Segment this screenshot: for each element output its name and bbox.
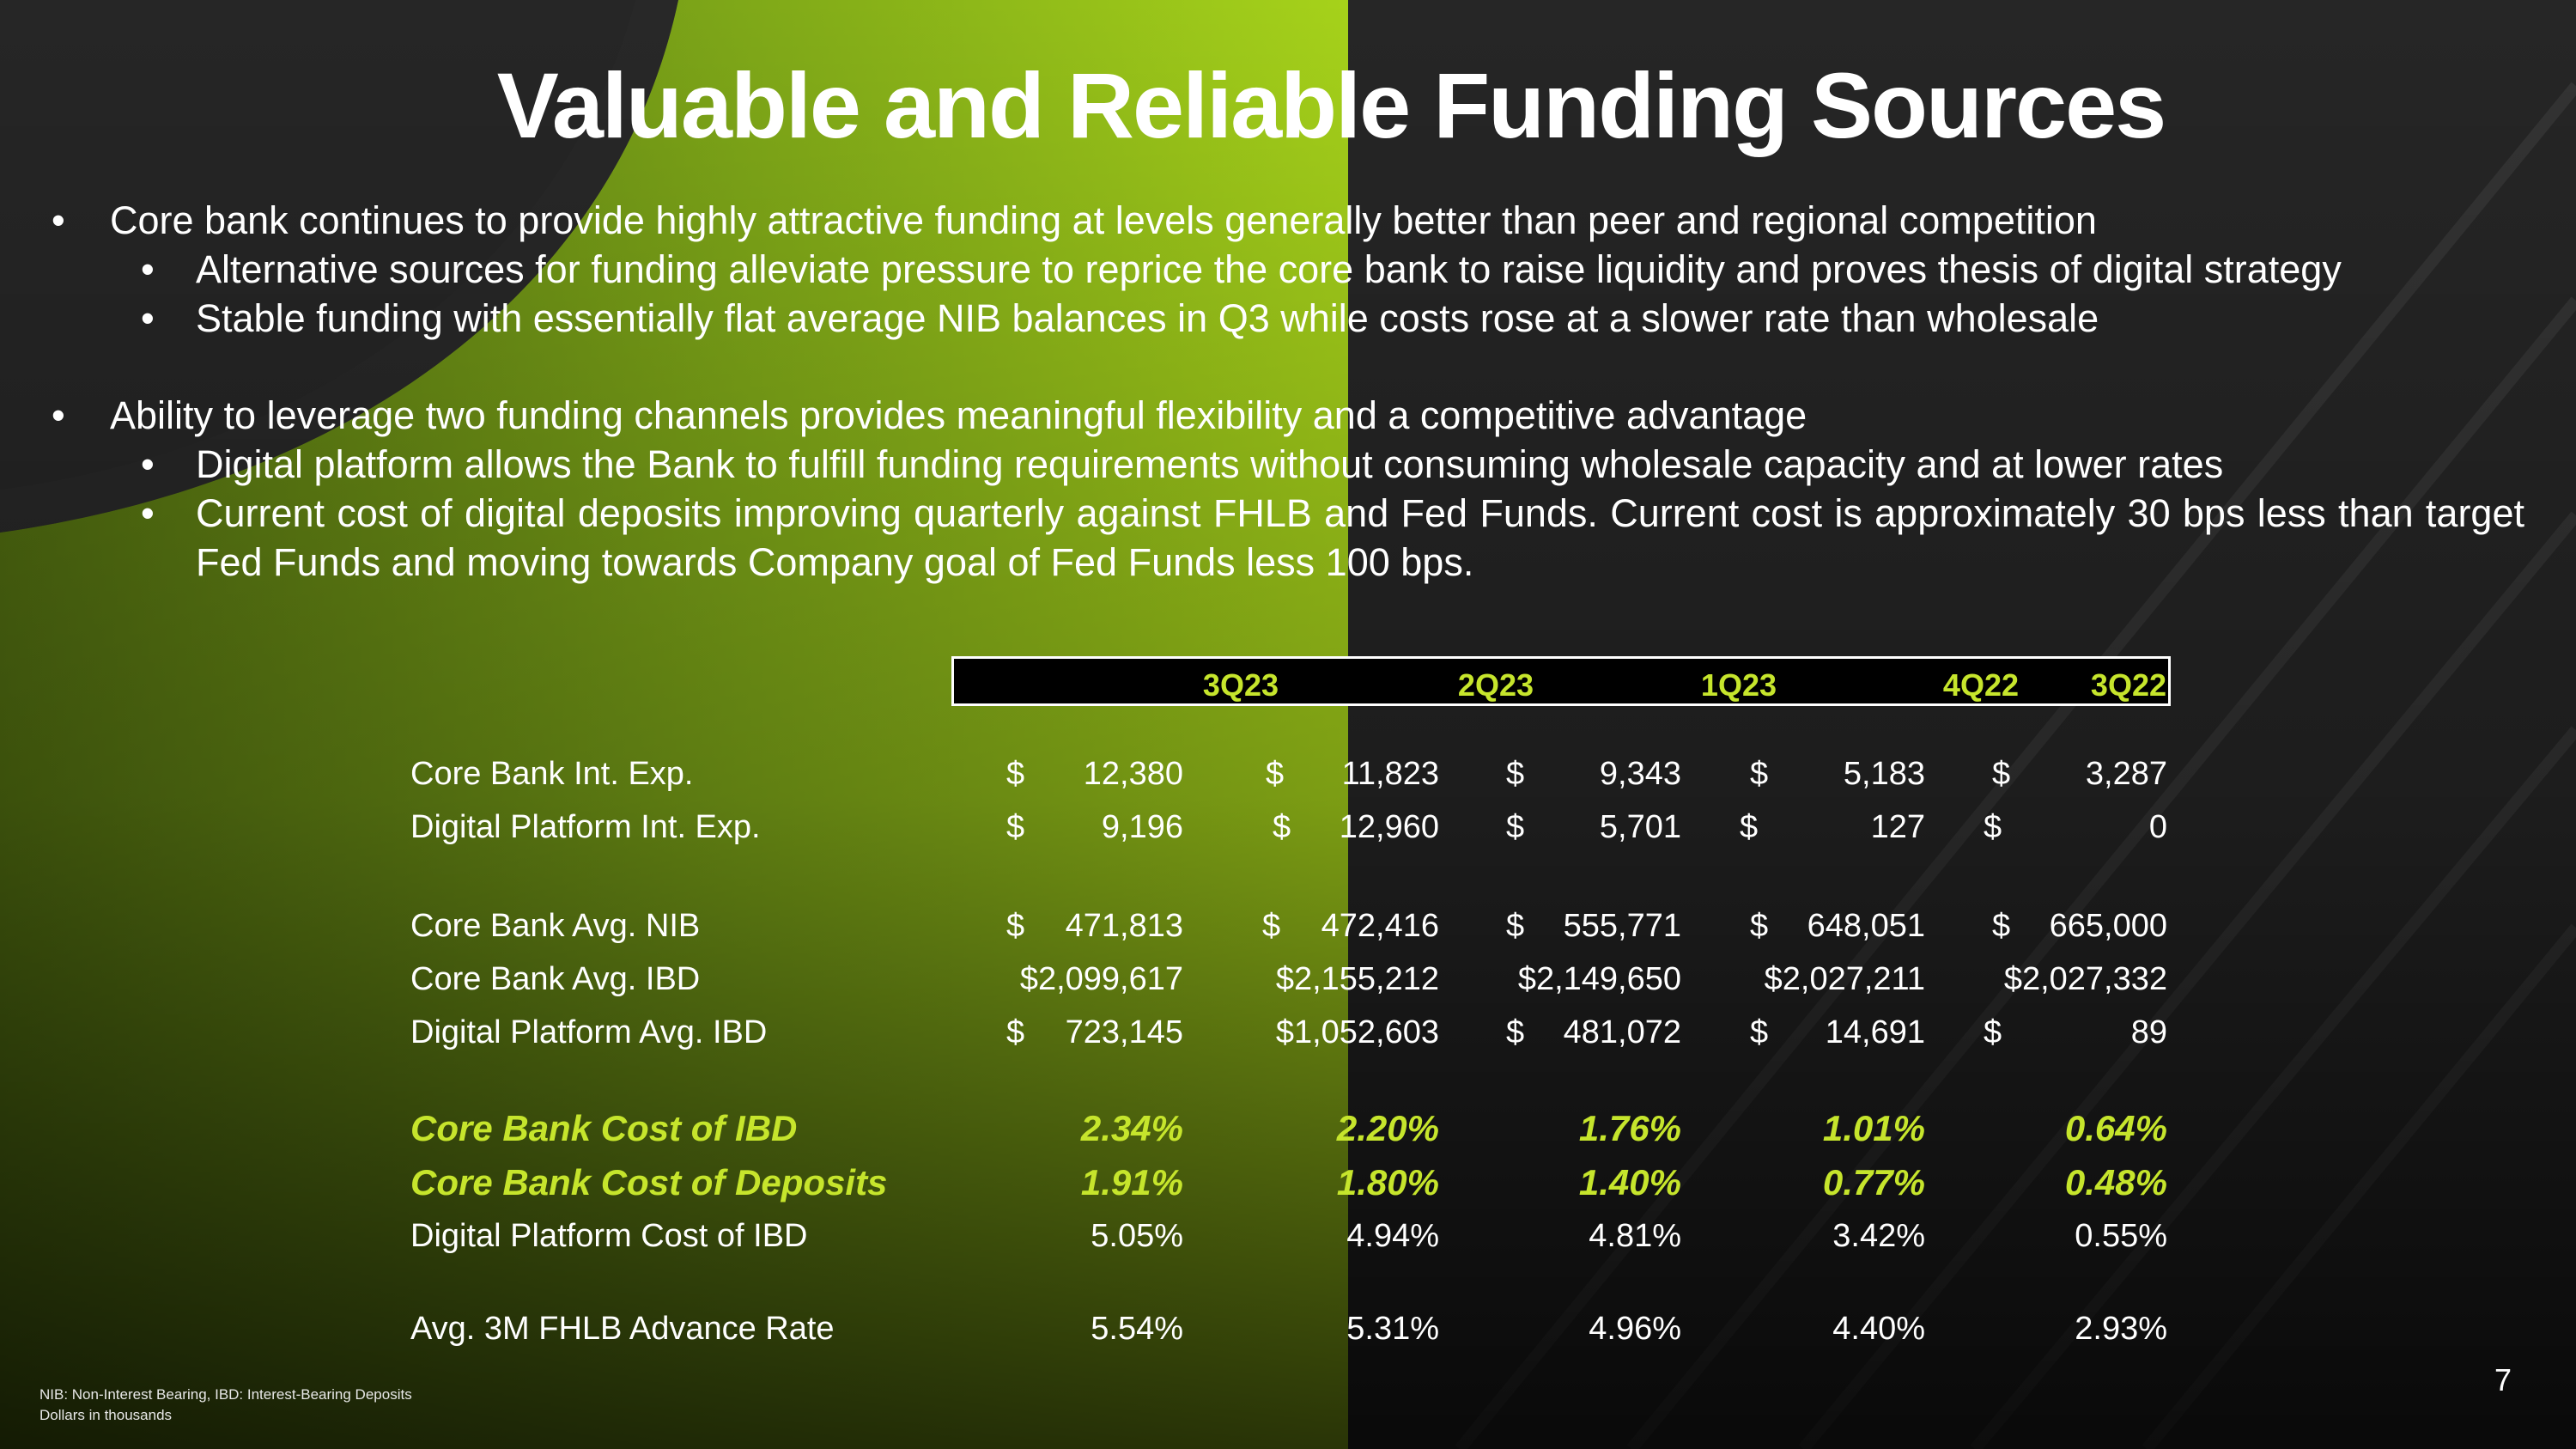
currency-symbol: $ xyxy=(1006,908,1025,944)
row-label: Digital Platform Cost of IBD xyxy=(410,1218,808,1254)
cell-value: $2,155,212 xyxy=(1275,961,1439,997)
cell-value: 648,051 xyxy=(1807,908,1925,944)
row-label: Core Bank Cost of IBD xyxy=(410,1108,798,1148)
currency-symbol: $ xyxy=(1262,908,1281,944)
cell-value: 665,000 xyxy=(2049,908,2167,944)
currency-symbol: $ xyxy=(1992,908,2011,944)
cell-value: $2,027,211 xyxy=(1764,961,1925,997)
slide-title: Valuable and Reliable Funding Sources xyxy=(496,53,2166,157)
cell-value: 4.81% xyxy=(1589,1218,1681,1254)
column-header: 1Q23 xyxy=(1700,667,1777,703)
cell-value: 12,960 xyxy=(1339,809,1439,845)
footnote-units: Dollars in thousands xyxy=(39,1407,173,1423)
currency-symbol: $ xyxy=(1006,1014,1025,1050)
currency-symbol: $ xyxy=(1984,809,2002,845)
cell-value: 2.93% xyxy=(2075,1311,2167,1347)
row-label: Core Bank Avg. IBD xyxy=(410,961,701,997)
column-header: 3Q22 xyxy=(2090,667,2166,703)
table-header-bar: 3Q23 2Q23 1Q23 4Q22 3Q22 xyxy=(951,656,2171,706)
cell-value: 555,771 xyxy=(1563,908,1681,944)
currency-symbol: $ xyxy=(1750,756,1769,792)
cell-value: 2.34% xyxy=(1080,1108,1183,1148)
currency-symbol: $ xyxy=(1266,756,1285,792)
cell-value: 0 xyxy=(2148,809,2167,845)
currency-symbol: $ xyxy=(1506,908,1525,944)
cell-value: 4.40% xyxy=(1832,1311,1925,1347)
cell-value: 723,145 xyxy=(1065,1014,1183,1050)
currency-symbol: $ xyxy=(1984,1014,2002,1050)
cell-value: 3,287 xyxy=(2085,756,2167,792)
cell-value: 1.91% xyxy=(1080,1162,1183,1202)
cell-value: $1,052,603 xyxy=(1275,1014,1439,1050)
cell-value: 89 xyxy=(2130,1014,2167,1050)
cell-value: 4.94% xyxy=(1346,1218,1439,1254)
currency-symbol: $ xyxy=(1506,1014,1525,1050)
cell-value: 12,380 xyxy=(1083,756,1183,792)
cell-value: 2.20% xyxy=(1336,1108,1439,1148)
cell-value: 1.01% xyxy=(1822,1108,1925,1148)
row-label: Core Bank Int. Exp. xyxy=(410,756,694,792)
bullet-core-bank: Core bank continues to provide highly at… xyxy=(52,196,2524,245)
currency-symbol: $ xyxy=(1750,908,1769,944)
page-number: 7 xyxy=(2494,1362,2512,1397)
cell-value: 472,416 xyxy=(1321,908,1439,944)
cell-value: 471,813 xyxy=(1065,908,1183,944)
currency-symbol: $ xyxy=(1006,809,1025,845)
column-header: 3Q23 xyxy=(1202,667,1279,703)
currency-symbol: $ xyxy=(1750,1014,1769,1050)
currency-symbol: $ xyxy=(1506,756,1525,792)
sub-bullet-digital-platform: Digital platform allows the Bank to fulf… xyxy=(52,440,2524,489)
cell-value: 5.54% xyxy=(1091,1311,1183,1347)
cell-value: 11,823 xyxy=(1341,756,1439,792)
footnotes: NIB: Non-Interest Bearing, IBD: Interest… xyxy=(39,1385,412,1426)
cell-value: 481,072 xyxy=(1563,1014,1681,1050)
row-label: Digital Platform Avg. IBD xyxy=(410,1014,768,1050)
footnote-abbreviations: NIB: Non-Interest Bearing, IBD: Interest… xyxy=(39,1386,412,1403)
column-header: 2Q23 xyxy=(1457,667,1534,703)
bullet-two-channels: Ability to leverage two funding channels… xyxy=(52,391,2524,440)
currency-symbol: $ xyxy=(1273,809,1291,845)
currency-symbol: $ xyxy=(1992,756,2011,792)
cell-value: 0.48% xyxy=(2064,1162,2167,1202)
cell-value: 9,343 xyxy=(1599,756,1681,792)
row-label: Avg. 3M FHLB Advance Rate xyxy=(410,1311,835,1347)
currency-symbol: $ xyxy=(1740,809,1759,845)
sub-bullet-current-cost: Current cost of digital deposits improvi… xyxy=(52,489,2524,587)
bullet-list: Core bank continues to provide highly at… xyxy=(52,196,2524,587)
cell-value: 0.55% xyxy=(2075,1218,2167,1254)
cell-value: 0.77% xyxy=(1822,1162,1925,1202)
cell-value: 9,196 xyxy=(1101,809,1183,845)
cell-value: 14,691 xyxy=(1825,1014,1925,1050)
row-label: Digital Platform Int. Exp. xyxy=(410,809,761,845)
cell-value: 127 xyxy=(1870,809,1925,845)
currency-symbol: $ xyxy=(1506,809,1525,845)
cell-value: 1.80% xyxy=(1336,1162,1439,1202)
row-label: Core Bank Avg. NIB xyxy=(410,908,701,944)
cell-value: 5,701 xyxy=(1599,809,1681,845)
sub-bullet-alternative-sources: Alternative sources for funding alleviat… xyxy=(52,245,2524,294)
cell-value: $2,149,650 xyxy=(1517,961,1681,997)
cell-value: 5,183 xyxy=(1843,756,1925,792)
cell-value: 4.96% xyxy=(1589,1311,1681,1347)
cell-value: $2,027,332 xyxy=(2003,961,2167,997)
sub-bullet-stable-funding: Stable funding with essentially flat ave… xyxy=(52,294,2524,343)
row-label: Core Bank Cost of Deposits xyxy=(410,1162,888,1202)
column-header: 4Q22 xyxy=(1942,667,2019,703)
cell-value: $2,099,617 xyxy=(1019,961,1183,997)
cell-value: 1.40% xyxy=(1578,1162,1681,1202)
cell-value: 3.42% xyxy=(1832,1218,1925,1254)
currency-symbol: $ xyxy=(1006,756,1025,792)
cell-value: 1.76% xyxy=(1578,1108,1681,1148)
cell-value: 5.31% xyxy=(1346,1311,1439,1347)
cell-value: 0.64% xyxy=(2064,1108,2167,1148)
cell-value: 5.05% xyxy=(1091,1218,1183,1254)
